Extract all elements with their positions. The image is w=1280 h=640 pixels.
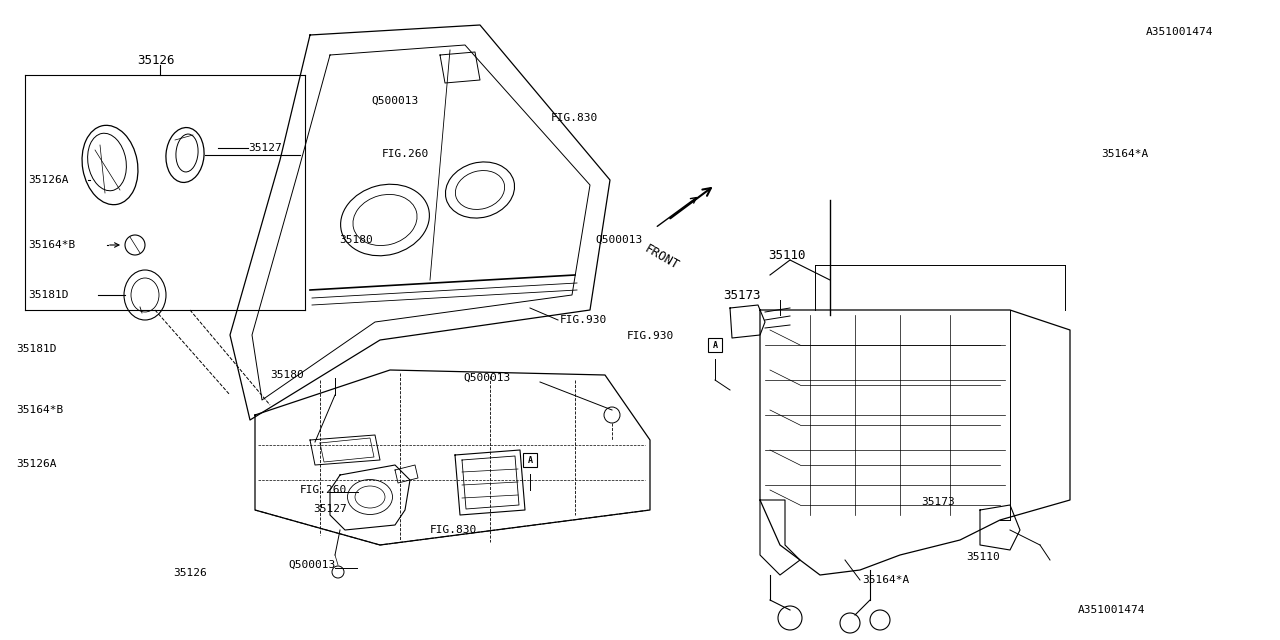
Text: 35164*B: 35164*B (17, 404, 64, 415)
Text: 35127: 35127 (248, 143, 282, 153)
Text: 35164*A: 35164*A (1101, 148, 1148, 159)
Text: 35110: 35110 (966, 552, 1000, 562)
Text: 35180: 35180 (339, 235, 372, 245)
Text: FIG.260: FIG.260 (381, 148, 429, 159)
Bar (708, 338, 722, 352)
Text: 35173: 35173 (922, 497, 955, 508)
Text: 35181D: 35181D (17, 344, 58, 354)
Text: FIG.830: FIG.830 (550, 113, 598, 124)
Text: A: A (713, 340, 718, 349)
Text: 35164*B: 35164*B (28, 240, 76, 250)
Text: FIG.930: FIG.930 (627, 331, 675, 341)
Text: FIG.260: FIG.260 (300, 485, 347, 495)
Text: FRONT: FRONT (641, 243, 681, 273)
Text: A: A (527, 456, 532, 465)
Text: Q500013: Q500013 (463, 373, 511, 383)
Text: A351001474: A351001474 (1146, 27, 1213, 37)
Text: 35126A: 35126A (17, 459, 58, 469)
Bar (524, 453, 538, 467)
Text: 35180: 35180 (270, 370, 303, 380)
Text: 35126A: 35126A (28, 175, 69, 185)
Text: A351001474: A351001474 (1078, 605, 1146, 615)
Text: 35173: 35173 (723, 289, 760, 301)
Text: Q500013: Q500013 (371, 96, 419, 106)
Text: FIG.830: FIG.830 (430, 525, 477, 535)
Text: 35126: 35126 (173, 568, 206, 578)
Text: 35181D: 35181D (28, 290, 69, 300)
Text: FIG.930: FIG.930 (561, 315, 607, 325)
Text: 35127: 35127 (314, 504, 347, 514)
Text: 35110: 35110 (768, 248, 805, 262)
Text: Q500013: Q500013 (288, 560, 335, 570)
Text: 35164*A: 35164*A (861, 575, 909, 585)
Text: Q500013: Q500013 (595, 235, 643, 245)
Text: 35126: 35126 (137, 54, 174, 67)
